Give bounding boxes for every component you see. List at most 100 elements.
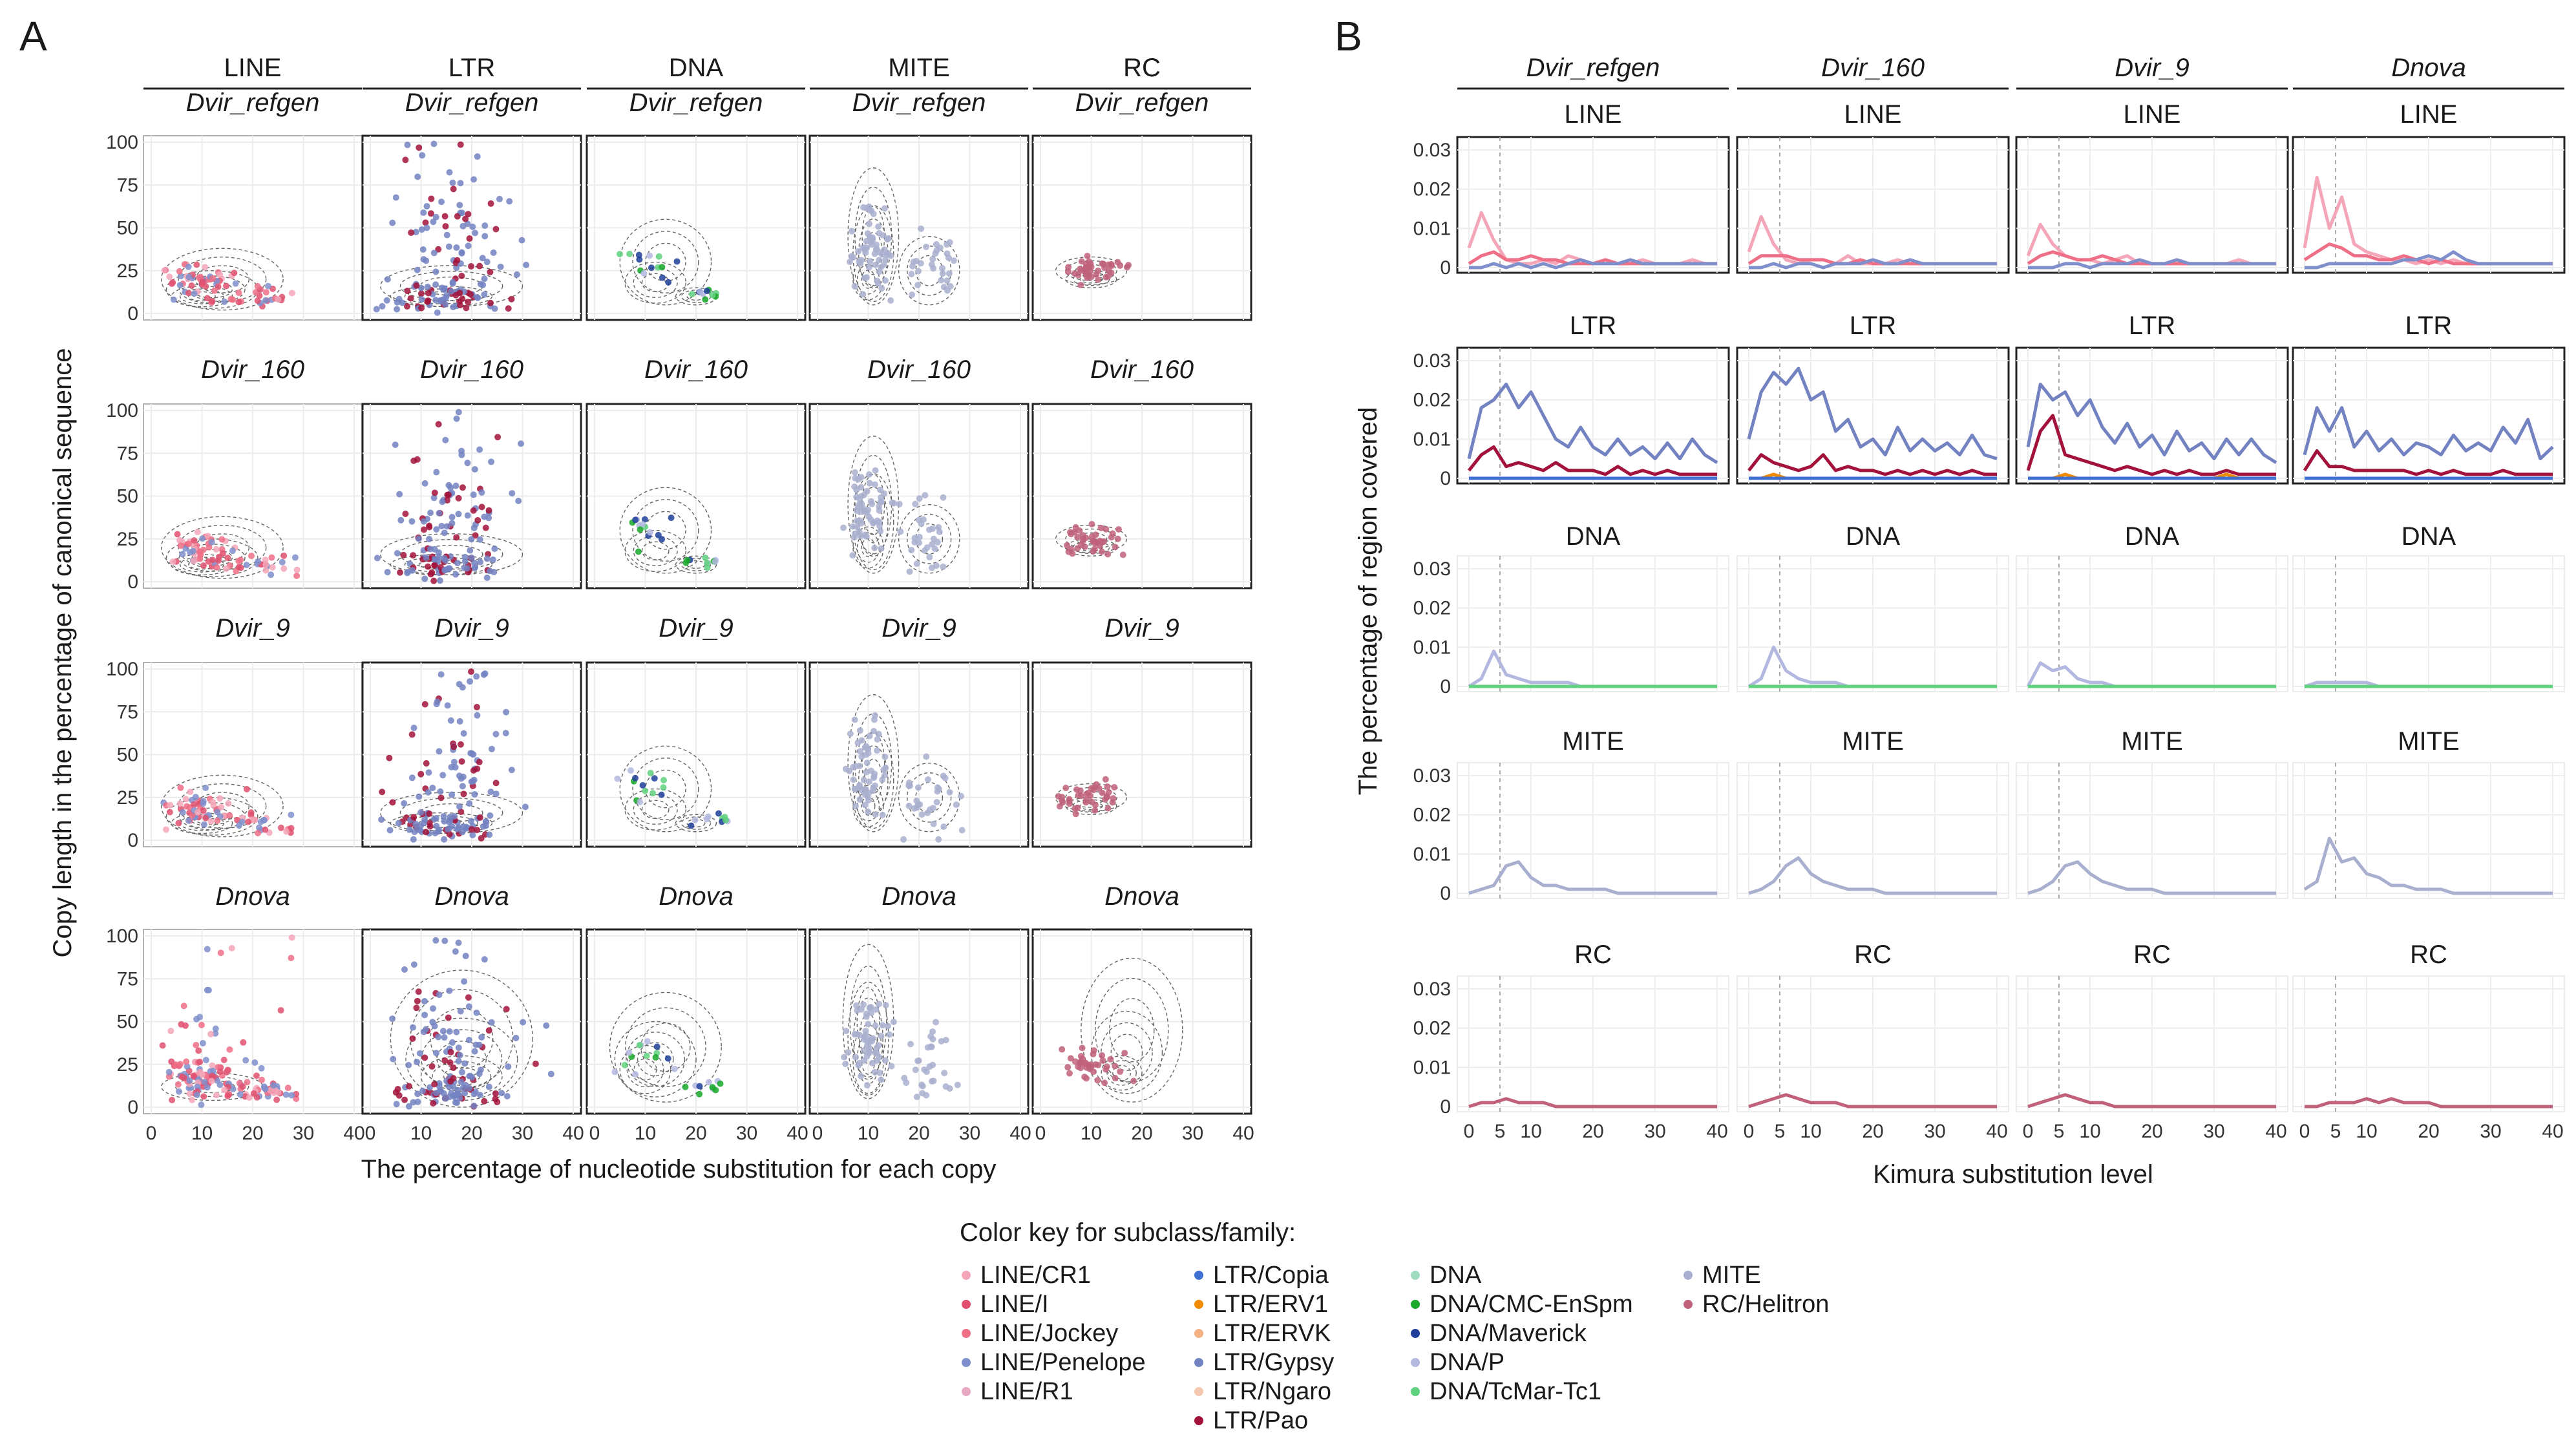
scatter-point xyxy=(455,511,462,518)
legend-swatch xyxy=(1411,1329,1420,1338)
legend-swatch xyxy=(962,1387,971,1396)
facet-title: Dvir_9 xyxy=(1104,614,1179,642)
scatter-point xyxy=(914,1057,922,1065)
scatter-point xyxy=(945,254,952,261)
scatter-point xyxy=(258,1065,265,1072)
scatter-point xyxy=(456,718,463,725)
y-tick-label: 0.01 xyxy=(1413,1057,1451,1078)
facet-title: Dnova xyxy=(215,882,290,911)
scatter-point xyxy=(467,547,474,554)
scatter-point xyxy=(861,507,868,514)
series-line xyxy=(1467,382,1718,464)
scatter-point xyxy=(849,523,856,530)
series-line xyxy=(1468,445,1717,476)
scatter-point xyxy=(940,772,947,780)
density-contour xyxy=(1106,1060,1137,1086)
scatter-point xyxy=(878,498,885,505)
facet-mite-2 xyxy=(808,661,1029,848)
scatter-point xyxy=(953,801,960,809)
scatter-point xyxy=(438,794,445,801)
scatter-point xyxy=(696,1090,703,1098)
density-contour xyxy=(614,1021,697,1098)
scatter-point xyxy=(632,774,639,781)
facet-mite-3 xyxy=(808,928,1029,1115)
scatter-point xyxy=(205,986,212,993)
scatter-point xyxy=(505,1063,512,1070)
scatter-point xyxy=(204,1072,211,1079)
y-tick-label: 100 xyxy=(106,926,138,947)
scatter-point xyxy=(929,1035,936,1043)
series-line xyxy=(2028,258,2276,270)
scatter-point xyxy=(405,1103,412,1110)
facet-mite-0 xyxy=(808,134,1029,321)
x-tick-label: 20 xyxy=(1582,1121,1603,1142)
facet-ltr-1 xyxy=(361,403,582,589)
facet-title: RC xyxy=(1854,940,1892,969)
scatter-point xyxy=(1114,535,1121,542)
series-line xyxy=(1748,856,1997,895)
scatter-point xyxy=(481,291,488,298)
x-tick-label: 30 xyxy=(736,1123,757,1144)
scatter-point xyxy=(873,1050,880,1057)
x-tick-label: 30 xyxy=(1644,1121,1665,1142)
facet-title: LTR xyxy=(1850,312,1897,340)
scatter-point xyxy=(1071,529,1078,536)
scatter-point xyxy=(925,526,933,533)
scatter-point xyxy=(846,259,853,266)
series-line xyxy=(2026,382,2277,464)
scatter-point xyxy=(459,783,466,790)
scatter-point xyxy=(659,264,666,271)
scatter-point xyxy=(234,816,241,823)
scatter-point xyxy=(647,769,654,776)
scatter-point xyxy=(709,1084,716,1091)
legend-swatch xyxy=(962,1358,971,1367)
scatter-point xyxy=(425,563,432,570)
legend-label: DNA xyxy=(1430,1262,1482,1289)
scatter-point xyxy=(924,1044,931,1051)
scatter-point xyxy=(881,490,888,497)
density-contour xyxy=(1055,783,1128,812)
density-contour xyxy=(632,231,699,293)
facet-title: LINE xyxy=(2400,100,2458,129)
scatter-point xyxy=(878,1076,885,1083)
density-contour xyxy=(1065,270,1117,288)
legend-swatch xyxy=(1194,1329,1203,1338)
scatter-point xyxy=(430,1100,437,1107)
density-contour xyxy=(436,1041,487,1078)
scatter-point xyxy=(193,1041,200,1048)
scatter-point xyxy=(420,518,427,525)
scatter-point xyxy=(213,564,220,571)
scatter-point xyxy=(436,509,443,516)
scatter-point xyxy=(175,820,182,827)
scatter-point xyxy=(477,558,484,566)
density-contour xyxy=(641,800,670,819)
scatter-point xyxy=(482,822,489,829)
y-tick-label: 50 xyxy=(117,1012,138,1033)
y-tick-label: 0 xyxy=(127,571,138,593)
scatter-point xyxy=(430,218,437,226)
scatter-point xyxy=(1074,804,1081,811)
scatter-point xyxy=(911,538,918,546)
scatter-point xyxy=(863,1082,871,1089)
x-tick-label: 20 xyxy=(461,1123,482,1144)
scatter-point xyxy=(929,1028,936,1035)
scatter-point xyxy=(438,198,445,206)
facet-line-0 xyxy=(143,135,363,321)
scatter-point xyxy=(465,242,472,249)
scatter-point xyxy=(439,1028,447,1035)
scatter-point xyxy=(1104,783,1111,790)
scatter-point xyxy=(401,1096,408,1103)
scatter-point xyxy=(853,486,860,493)
scatter-point xyxy=(216,271,224,278)
scatter-point xyxy=(935,785,942,792)
scatter-point xyxy=(260,816,267,823)
scatter-point xyxy=(867,233,874,240)
scatter-point xyxy=(492,1096,499,1103)
scatter-point xyxy=(176,282,184,289)
scatter-point xyxy=(396,491,403,498)
scatter-point xyxy=(485,514,492,522)
scatter-point xyxy=(435,246,442,253)
scatter-point xyxy=(854,1007,861,1014)
scatter-point xyxy=(850,776,857,783)
scatter-point xyxy=(470,751,477,758)
